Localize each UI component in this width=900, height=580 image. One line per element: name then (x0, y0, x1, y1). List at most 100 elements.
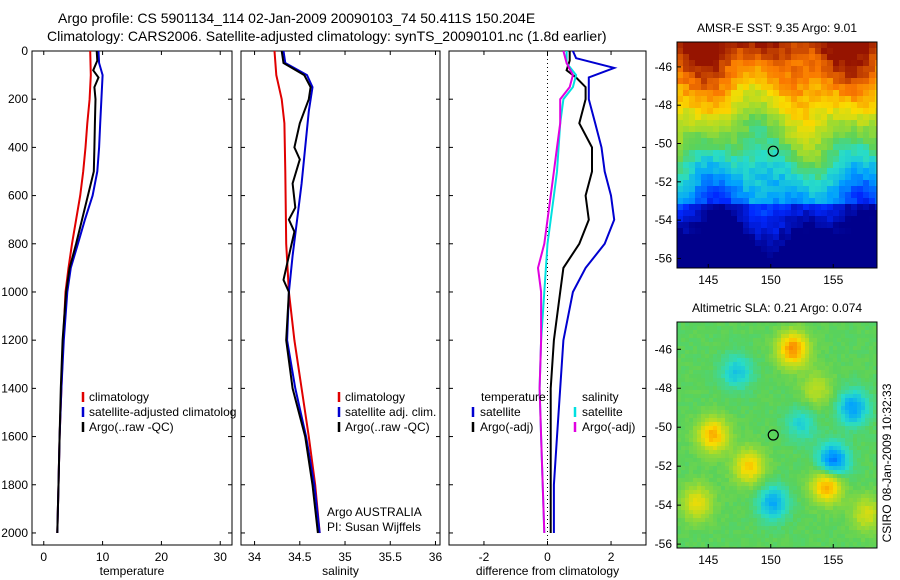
sla_map-heatmap-cell (789, 370, 794, 375)
sla_map-heatmap-cell (701, 410, 706, 415)
sst_map-heatmap-cell (743, 48, 750, 55)
sla_map-heatmap-cell (781, 382, 786, 387)
sst_map-heatmap-cell (713, 132, 720, 139)
sst_map-heatmap-cell (815, 210, 822, 217)
sla_map-heatmap-cell (793, 450, 798, 455)
sla_map-heatmap-cell (821, 486, 826, 491)
sst_map-heatmap-cell (761, 222, 768, 229)
sla_map-heatmap-cell (797, 426, 802, 431)
sla_map-heatmap-cell (809, 334, 814, 339)
sla_map-heatmap-cell (797, 482, 802, 487)
sst_map-heatmap-cell (815, 186, 822, 193)
sla_map-heatmap-cell (833, 526, 838, 531)
sst_map-heatmap-cell (857, 108, 864, 115)
sst_map-heatmap-cell (845, 204, 852, 211)
sla_map-heatmap-cell (841, 410, 846, 415)
sst_map-heatmap-cell (827, 126, 834, 133)
sla_map-heatmap-cell (801, 386, 806, 391)
sla_map-heatmap-cell (797, 434, 802, 439)
sst_map-heatmap-cell (857, 72, 864, 79)
sst_map-heatmap-cell (845, 258, 852, 265)
sst_map-heatmap-cell (677, 240, 684, 247)
sla_map-heatmap-cell (773, 446, 778, 451)
sla_map-heatmap-cell (841, 498, 846, 503)
sla_map-heatmap-cell (765, 470, 770, 475)
sla_map-heatmap-cell (681, 514, 686, 519)
sst_map-heatmap-cell (761, 168, 768, 175)
sla_map-heatmap-cell (841, 478, 846, 483)
sst_map-heatmap-cell (761, 258, 768, 265)
sla_map-heatmap-cell (865, 402, 870, 407)
sst_map-heatmap-cell (875, 96, 877, 103)
sst_map-heatmap-cell (845, 180, 852, 187)
sla_map-heatmap-cell (709, 502, 714, 507)
sst_map-heatmap-cell (821, 246, 828, 253)
sst_map-heatmap-cell (869, 186, 876, 193)
sla_map-heatmap-cell (857, 442, 862, 447)
sla_map-heatmap-cell (701, 482, 706, 487)
sla_map-heatmap-cell (789, 426, 794, 431)
sst_map-heatmap-cell (725, 210, 732, 217)
sst_map-heatmap-cell (707, 252, 714, 259)
sla_map-heatmap-cell (789, 506, 794, 511)
sst_map-heatmap-cell (851, 96, 858, 103)
sla_map-heatmap-cell (785, 410, 790, 415)
sst_map-heatmap-cell (857, 96, 864, 103)
sla_map-heatmap-cell (733, 510, 738, 515)
sla_map-heatmap-cell (837, 502, 842, 507)
sst_map-heatmap-cell (839, 126, 846, 133)
sst_map-heatmap-cell (815, 168, 822, 175)
sla_map-heatmap-cell (729, 350, 734, 355)
sla_map-heatmap-cell (733, 446, 738, 451)
sla_map-heatmap-cell (737, 478, 742, 483)
sla_map-heatmap-cell (849, 354, 854, 359)
sla_map-heatmap-cell (813, 502, 818, 507)
sla_map-heatmap-cell (713, 394, 718, 399)
sst_map-heatmap-cell (683, 180, 690, 187)
sst_map-heatmap-cell (821, 114, 828, 121)
sla_map-heatmap-cell (857, 362, 862, 367)
sst_map-heatmap-cell (749, 120, 756, 127)
sla_map-heatmap-cell (857, 338, 862, 343)
sla_map-heatmap-cell (845, 350, 850, 355)
sst_map-heatmap-cell (707, 168, 714, 175)
sla_map-heatmap-cell (829, 414, 834, 419)
sla_map-heatmap-cell (717, 394, 722, 399)
sla_map-heatmap-cell (845, 434, 850, 439)
sla_map-heatmap-cell (825, 426, 830, 431)
sla_map-heatmap-cell (825, 490, 830, 495)
sst_map-heatmap-cell (863, 108, 870, 115)
sst_map-heatmap-cell (767, 246, 774, 253)
sst_map-heatmap-cell (689, 144, 696, 151)
sla_map-heatmap-cell (773, 398, 778, 403)
sst_map-heatmap-cell (779, 210, 786, 217)
sla_map-heatmap-cell (829, 358, 834, 363)
sst_map-heatmap-cell (797, 126, 804, 133)
sla_map-heatmap-cell (805, 422, 810, 427)
sla_map-heatmap-cell (825, 546, 830, 548)
sst_map-heatmap-cell (821, 138, 828, 145)
sla_map-heatmap-cell (717, 450, 722, 455)
sst_map-frame (676, 41, 878, 269)
sst_map-heatmap-cell (833, 48, 840, 55)
sla_map-heatmap-cell (741, 350, 746, 355)
sla_map-heatmap-cell (809, 386, 814, 391)
sst_map-heatmap-cell (875, 192, 877, 199)
sla_map-heatmap-cell (809, 530, 814, 535)
sst_map-heatmap-cell (815, 156, 822, 163)
sst_map-heatmap-cell (839, 114, 846, 121)
sst_map-heatmap-cell (707, 90, 714, 97)
sla_map-heatmap-cell (677, 442, 682, 447)
sla_map-heatmap-cell (805, 390, 810, 395)
sla_map-heatmap-cell (849, 514, 854, 519)
sla_map-heatmap-cell (797, 414, 802, 419)
sla_map-heatmap-cell (761, 482, 766, 487)
sla_map-heatmap-cell (825, 358, 830, 363)
sst_map-heatmap-cell (869, 192, 876, 199)
sst_map-heatmap-cell (761, 114, 768, 121)
sla_map-heatmap-cell (753, 498, 758, 503)
sla_map-heatmap-cell (773, 546, 778, 548)
sla_map-heatmap-cell (745, 510, 750, 515)
salinity-series-line (273, 50, 321, 534)
sst_map-heatmap-cell (809, 132, 816, 139)
